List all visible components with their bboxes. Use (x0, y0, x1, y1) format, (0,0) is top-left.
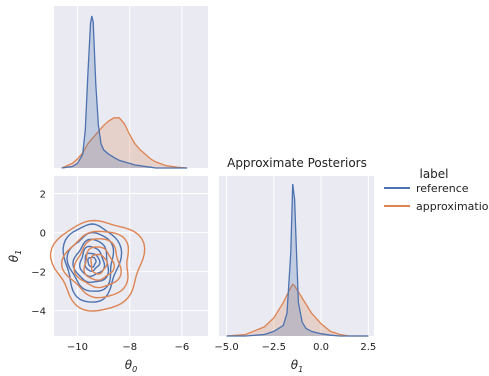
kde-line-approximation (226, 283, 369, 337)
contour-approximation (60, 230, 130, 299)
legend-label-approximation: approximation (416, 200, 489, 213)
legend: label reference approximation (384, 167, 489, 213)
chart-title: Approximate Posteriors (227, 156, 367, 170)
legend-label-reference: reference (416, 182, 469, 195)
panel-marginal-theta1: Approximate Posteriors −5.0 −2.5 0.0 2.5 θ1 (214, 156, 376, 374)
gridlines (76, 6, 183, 168)
panel-marginal-theta0 (54, 6, 208, 169)
kde-line-reference (226, 183, 369, 337)
x-tick-label: 2.5 (360, 342, 376, 353)
x-tick-label: 0.0 (313, 342, 329, 353)
y-axis-label-theta1: θ1 (7, 250, 23, 262)
x-axis-label-theta1: θ1 (291, 358, 303, 374)
contour-approximation (90, 253, 108, 275)
kde-fill-reference (226, 184, 369, 336)
kde-curves (61, 15, 188, 169)
contour-reference (66, 231, 115, 292)
x-axis-label-theta0: θ0 (125, 358, 137, 374)
x-tick-label: −10 (67, 342, 88, 353)
x-tick-labels: −5.0 −2.5 0.0 2.5 (214, 342, 376, 353)
kde-fill-approximation (226, 284, 369, 336)
y-tick-label: −2 (31, 268, 46, 279)
contour-reference (87, 256, 97, 268)
kde-fill-approximation (61, 117, 188, 168)
y-tick-label: 2 (40, 190, 46, 201)
contour-approximation (83, 246, 116, 281)
y-tick-label: −4 (31, 307, 46, 318)
kde-fill-reference (61, 16, 188, 168)
y-tick-label: 0 (40, 229, 46, 240)
gridlines (54, 176, 208, 336)
kde-curves (226, 183, 369, 337)
gridlines (226, 176, 369, 336)
contour-reference (72, 238, 110, 284)
contour-approximation (49, 219, 146, 312)
legend-title: label (419, 167, 448, 181)
x-tick-label: −5.0 (214, 342, 238, 353)
x-tick-labels: −10 −8 −6 (67, 342, 189, 353)
x-tick-label: −2.5 (262, 342, 286, 353)
y-tick-labels: 2 0 −2 −4 (31, 190, 46, 318)
panel-joint-theta0-theta1: −10 −8 −6 2 0 −2 −4 θ0 θ1 (7, 176, 208, 374)
kde-line-reference (61, 15, 188, 169)
kde-line-approximation (61, 117, 188, 169)
kde-contours (49, 219, 146, 312)
x-tick-label: −8 (122, 342, 137, 353)
x-tick-label: −6 (175, 342, 190, 353)
contour-approximation (73, 238, 122, 289)
